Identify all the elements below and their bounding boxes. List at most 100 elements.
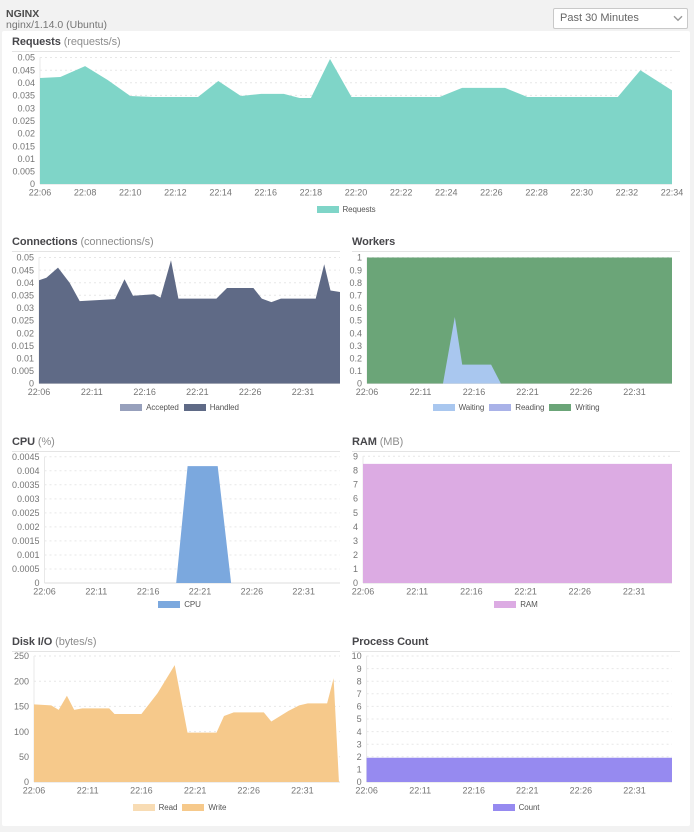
svg-text:1: 1: [357, 765, 362, 775]
svg-text:22:16: 22:16: [254, 188, 277, 198]
svg-text:22:24: 22:24: [435, 188, 458, 198]
svg-text:7: 7: [353, 480, 358, 490]
svg-text:22:30: 22:30: [570, 188, 593, 198]
svg-text:0.0045: 0.0045: [12, 452, 40, 462]
svg-text:0.003: 0.003: [17, 494, 40, 504]
svg-text:0.015: 0.015: [12, 141, 35, 151]
svg-text:22:16: 22:16: [130, 786, 153, 796]
svg-text:0: 0: [30, 179, 35, 189]
svg-text:22:31: 22:31: [292, 587, 315, 597]
svg-text:0: 0: [357, 777, 362, 787]
svg-text:22:06: 22:06: [33, 587, 56, 597]
svg-text:0.045: 0.045: [12, 65, 35, 75]
svg-text:22:08: 22:08: [74, 188, 97, 198]
svg-text:0.05: 0.05: [16, 253, 34, 263]
svg-text:0.025: 0.025: [12, 116, 35, 126]
svg-text:0.002: 0.002: [17, 522, 40, 532]
svg-text:22:11: 22:11: [85, 587, 107, 597]
svg-text:100: 100: [14, 727, 29, 737]
svg-text:0.04: 0.04: [17, 78, 35, 88]
svg-text:0.035: 0.035: [12, 91, 35, 101]
svg-text:0.5: 0.5: [349, 316, 362, 326]
svg-text:0: 0: [29, 379, 34, 389]
svg-text:0.7: 0.7: [349, 291, 362, 301]
svg-text:22:26: 22:26: [570, 387, 593, 397]
svg-text:22:32: 22:32: [616, 188, 639, 198]
svg-text:22:11: 22:11: [77, 786, 99, 796]
svg-text:0.4: 0.4: [349, 328, 362, 338]
svg-text:22:11: 22:11: [81, 387, 103, 397]
svg-text:22:22: 22:22: [390, 188, 413, 198]
svg-text:22:16: 22:16: [463, 387, 486, 397]
svg-text:22:20: 22:20: [345, 188, 368, 198]
svg-text:0: 0: [34, 578, 39, 588]
svg-text:0.0005: 0.0005: [12, 564, 40, 574]
svg-text:22:28: 22:28: [525, 188, 548, 198]
svg-text:22:21: 22:21: [514, 587, 537, 597]
svg-text:0: 0: [24, 777, 29, 787]
svg-text:1: 1: [357, 253, 362, 263]
svg-text:22:26: 22:26: [241, 587, 264, 597]
svg-text:9: 9: [357, 664, 362, 674]
svg-text:0.02: 0.02: [16, 328, 34, 338]
svg-text:0.025: 0.025: [11, 316, 34, 326]
svg-text:22:21: 22:21: [186, 387, 209, 397]
svg-text:2: 2: [357, 752, 362, 762]
svg-text:22:31: 22:31: [291, 786, 314, 796]
svg-text:200: 200: [14, 676, 29, 686]
svg-text:22:12: 22:12: [164, 188, 187, 198]
svg-text:22:26: 22:26: [237, 786, 260, 796]
svg-text:22:31: 22:31: [292, 387, 315, 397]
svg-text:22:11: 22:11: [410, 387, 432, 397]
svg-text:0.03: 0.03: [16, 303, 34, 313]
svg-text:7: 7: [357, 689, 362, 699]
svg-text:22:21: 22:21: [189, 587, 212, 597]
svg-text:22:11: 22:11: [409, 786, 431, 796]
svg-text:4: 4: [353, 522, 358, 532]
svg-text:150: 150: [14, 702, 29, 712]
svg-text:22:11: 22:11: [406, 587, 428, 597]
svg-text:1: 1: [353, 564, 358, 574]
svg-text:22:34: 22:34: [661, 188, 684, 198]
svg-text:8: 8: [357, 676, 362, 686]
svg-text:0.8: 0.8: [349, 278, 362, 288]
svg-text:6: 6: [357, 702, 362, 712]
svg-text:0.9: 0.9: [349, 265, 362, 275]
svg-text:22:31: 22:31: [623, 587, 646, 597]
svg-text:0.005: 0.005: [11, 366, 34, 376]
svg-text:0: 0: [357, 379, 362, 389]
svg-text:22:26: 22:26: [570, 786, 593, 796]
svg-text:22:16: 22:16: [463, 786, 486, 796]
svg-text:0.0025: 0.0025: [12, 508, 40, 518]
svg-text:22:06: 22:06: [28, 387, 51, 397]
svg-text:3: 3: [353, 536, 358, 546]
svg-text:22:31: 22:31: [623, 786, 646, 796]
svg-text:50: 50: [19, 752, 29, 762]
svg-text:0.001: 0.001: [17, 550, 40, 560]
svg-text:2: 2: [353, 550, 358, 560]
svg-text:5: 5: [357, 714, 362, 724]
svg-text:0.01: 0.01: [16, 354, 34, 364]
svg-text:0.04: 0.04: [16, 278, 34, 288]
svg-text:22:21: 22:21: [516, 786, 539, 796]
svg-text:0.035: 0.035: [11, 291, 34, 301]
svg-text:3: 3: [357, 739, 362, 749]
svg-text:0.045: 0.045: [11, 265, 34, 275]
svg-text:22:06: 22:06: [355, 786, 378, 796]
svg-text:0.0015: 0.0015: [12, 536, 40, 546]
svg-text:22:14: 22:14: [209, 188, 232, 198]
svg-text:22:26: 22:26: [480, 188, 503, 198]
svg-text:0.6: 0.6: [349, 303, 362, 313]
svg-text:0.02: 0.02: [17, 129, 35, 139]
svg-text:22:21: 22:21: [184, 786, 207, 796]
svg-text:22:06: 22:06: [29, 188, 52, 198]
svg-text:22:31: 22:31: [623, 387, 646, 397]
svg-text:22:26: 22:26: [569, 587, 592, 597]
svg-text:22:16: 22:16: [137, 587, 160, 597]
svg-text:22:16: 22:16: [460, 587, 483, 597]
svg-text:4: 4: [357, 727, 362, 737]
svg-text:22:06: 22:06: [352, 587, 375, 597]
svg-text:10: 10: [352, 652, 362, 661]
svg-text:9: 9: [353, 452, 358, 461]
svg-text:0.1: 0.1: [349, 366, 362, 376]
